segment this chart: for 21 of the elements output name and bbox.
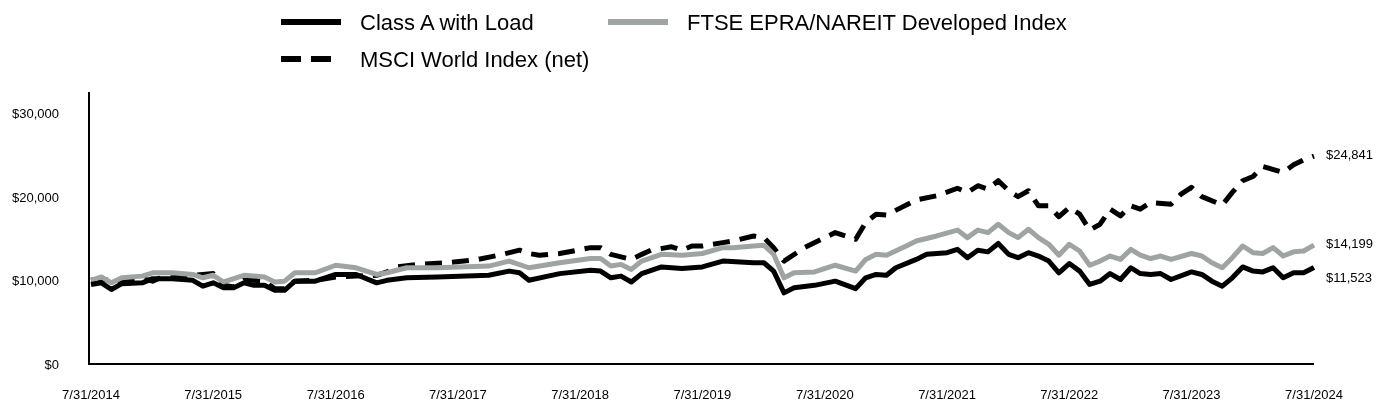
x-tick-label: 7/31/2023 — [1162, 386, 1221, 400]
x-tick-label: 7/31/2020 — [795, 386, 854, 400]
y-tick-label: $0 — [44, 356, 59, 372]
x-tick-label: 7/31/2016 — [306, 386, 365, 400]
y-tick-label: $20,000 — [12, 189, 59, 205]
y-tick-label: $10,000 — [12, 272, 59, 288]
x-tick-label: 7/31/2015 — [184, 386, 243, 400]
x-tick-label: 7/31/2024 — [1285, 386, 1343, 400]
legend-label: FTSE EPRA/NAREIT Developed Index — [687, 9, 1067, 35]
annotation: $24,841 — [1326, 146, 1373, 162]
y-tick-label: $30,000 — [12, 105, 59, 121]
x-tick-label: 7/31/2018 — [551, 386, 610, 400]
x-tick-label: 7/31/2022 — [1040, 386, 1099, 400]
legend-label: MSCI World Index (net) — [360, 46, 590, 72]
x-tick-label: 7/31/2021 — [918, 386, 976, 400]
annotation: $11,523 — [1326, 269, 1373, 285]
x-tick-label: 7/31/2017 — [429, 386, 487, 400]
x-tick-label: 7/31/2019 — [673, 386, 732, 400]
legend-label: Class A with Load — [360, 9, 534, 35]
x-tick-label: 7/31/2014 — [62, 386, 120, 400]
annotation: $14,199 — [1326, 235, 1373, 251]
